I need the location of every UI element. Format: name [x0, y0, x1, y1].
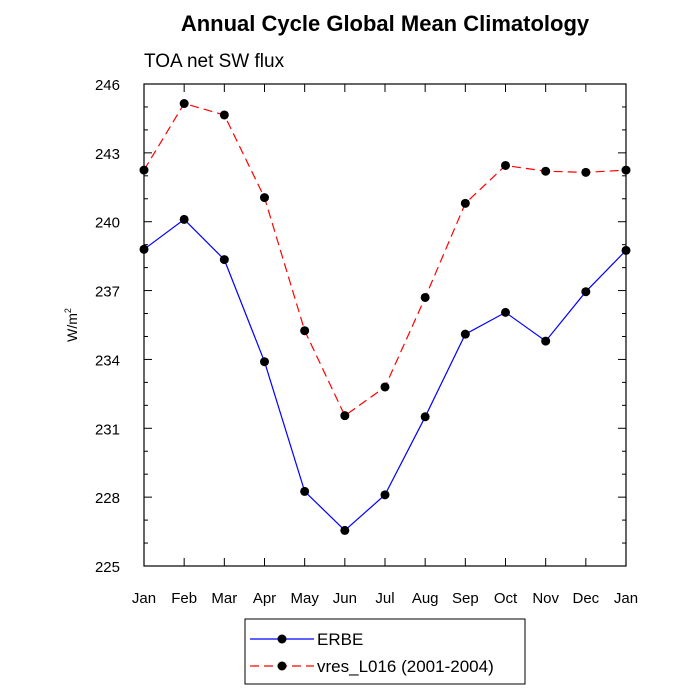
x-tick-label: May	[290, 590, 319, 607]
data-point	[460, 198, 470, 208]
y-axis: 225 228 231 234 237 240 243 246	[95, 77, 626, 576]
legend-marker	[277, 661, 287, 671]
data-point	[541, 336, 551, 346]
y-axis-label-superscript: 2	[63, 308, 73, 313]
data-point	[179, 99, 189, 109]
x-axis: Jan Feb Mar Apr May Jun Jul Aug Sep Oct Nov Dec Jan	[132, 84, 638, 607]
x-tick-label: Jul	[375, 590, 394, 607]
series-line-0	[143, 218, 627, 532]
y-tick-label: 234	[95, 352, 120, 369]
legend-items: ERBE vres_L016 (2001-2004)	[250, 630, 494, 676]
data-point	[340, 525, 350, 535]
data-point	[340, 411, 350, 421]
data-point	[501, 160, 510, 170]
data-point	[581, 287, 591, 297]
data-point	[501, 307, 510, 317]
series-line-1	[143, 102, 627, 417]
data-point	[621, 165, 631, 175]
data-point	[380, 382, 390, 392]
y-tick-label: 246	[95, 77, 120, 94]
x-tick-label: Aug	[412, 590, 439, 607]
x-tick-label: Oct	[494, 590, 518, 607]
legend: ERBE vres_L016 (2001-2004)	[244, 618, 526, 685]
data-point	[300, 486, 310, 496]
legend-box	[244, 618, 526, 685]
chart-title: Annual Cycle Global Mean Climatology	[181, 11, 590, 36]
data-point	[541, 166, 551, 176]
x-tick-label: Sep	[452, 590, 479, 607]
x-tick-label: Mar	[211, 590, 237, 607]
y-tick-label: 228	[95, 490, 120, 507]
data-point	[581, 167, 591, 177]
y-tick-label: 231	[95, 421, 120, 438]
data-point	[260, 357, 269, 367]
data-point	[420, 292, 430, 302]
x-tick-label: Dec	[572, 590, 599, 607]
data-point	[300, 326, 310, 336]
y-tick-label: 240	[95, 215, 120, 232]
x-tick-label: Jan	[132, 590, 156, 607]
x-tick-label: Nov	[532, 590, 559, 607]
data-point	[179, 214, 189, 224]
data-point	[621, 245, 631, 255]
data-point	[139, 165, 149, 175]
data-point	[420, 412, 430, 422]
x-tick-label: Jun	[333, 590, 357, 607]
data-point	[219, 110, 229, 120]
data-point	[460, 329, 470, 339]
y-axis-label-unit: W/m	[64, 313, 80, 342]
y-tick-label: 225	[95, 559, 120, 576]
x-tick-label: Jan	[614, 590, 638, 607]
data-point	[219, 255, 229, 265]
chart-subtitle: TOA net SW flux	[144, 51, 285, 72]
legend-marker	[277, 634, 287, 644]
series-layer	[139, 99, 631, 535]
legend-label: vres_L016 (2001-2004)	[317, 657, 494, 676]
x-tick-label: Feb	[171, 590, 197, 607]
data-point	[139, 244, 149, 254]
legend-label: ERBE	[317, 630, 363, 649]
x-tick-label: Apr	[253, 590, 276, 607]
y-tick-label: 243	[95, 146, 120, 163]
data-point	[380, 490, 390, 500]
data-point	[260, 193, 269, 203]
y-axis-label: W/m2	[63, 308, 80, 342]
y-tick-label: 237	[95, 284, 120, 301]
